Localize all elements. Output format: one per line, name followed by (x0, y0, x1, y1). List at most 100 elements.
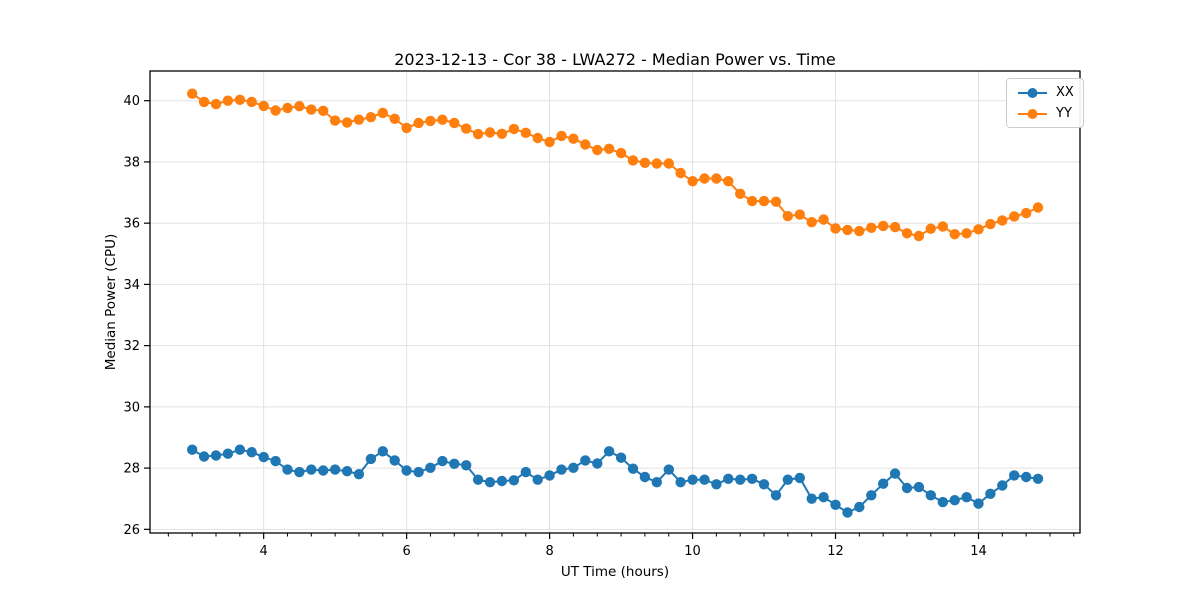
data-point (329, 115, 341, 126)
data-point (496, 475, 508, 487)
data-point (735, 474, 746, 485)
data-point (377, 446, 388, 457)
data-point (246, 96, 257, 108)
data-point (353, 114, 365, 125)
legend-label-xx: XX (1056, 85, 1074, 100)
data-point (425, 462, 436, 473)
data-point (913, 230, 925, 242)
data-point (389, 113, 400, 125)
data-point (949, 229, 960, 240)
data-point (318, 105, 329, 117)
data-point (663, 158, 674, 169)
data-point (830, 499, 841, 510)
data-point (985, 488, 996, 499)
data-point (449, 117, 460, 129)
x-tick-label: 6 (402, 544, 410, 559)
data-point (842, 224, 853, 236)
y-tick-label: 40 (123, 94, 140, 109)
data-point (341, 466, 353, 477)
legend-line-marker-icon (1018, 108, 1047, 119)
data-point (603, 446, 615, 457)
data-point (889, 221, 901, 233)
data-point (365, 112, 377, 123)
axis-ticks (144, 100, 1075, 539)
data-point (484, 477, 496, 488)
data-point (449, 458, 460, 469)
data-point (520, 466, 531, 478)
data-point (687, 474, 698, 485)
data-point (878, 220, 889, 232)
data-point (437, 455, 448, 467)
data-point (1032, 473, 1044, 484)
data-point (806, 493, 817, 504)
data-point (1020, 207, 1032, 219)
data-point (270, 455, 281, 467)
data-point (1032, 202, 1044, 213)
chart-title: 2023-12-13 - Cor 38 - LWA272 - Median Po… (394, 50, 836, 69)
data-point (437, 114, 448, 125)
data-point (901, 482, 913, 494)
data-point (866, 222, 877, 233)
data-point (556, 464, 567, 475)
data-point (282, 464, 293, 475)
data-point (985, 218, 996, 230)
gridlines (150, 71, 1080, 533)
legend-item-yy: YY (1016, 105, 1074, 122)
data-point (496, 128, 508, 139)
data-point (258, 100, 269, 112)
data-point (794, 472, 805, 484)
data-point (794, 209, 805, 220)
data-point (699, 474, 710, 485)
data-point (1020, 471, 1032, 483)
data-point (663, 464, 674, 475)
data-point (592, 144, 603, 156)
data-point (639, 157, 651, 168)
data-point (401, 122, 412, 134)
x-tick-label: 14 (970, 544, 987, 559)
data-point (258, 451, 269, 463)
data-point (949, 495, 960, 506)
x-tick-label: 12 (827, 544, 844, 559)
data-point (925, 490, 936, 501)
data-point (580, 455, 591, 466)
y-tick-label: 38 (123, 155, 140, 170)
data-point (806, 217, 817, 228)
data-point (472, 474, 484, 485)
series-line (191, 448, 1039, 514)
data-point (544, 470, 555, 481)
data-point (187, 444, 198, 455)
data-point (973, 498, 984, 509)
data-point (937, 496, 948, 508)
data-point (568, 133, 579, 144)
data-point (329, 464, 341, 475)
data-point (770, 490, 782, 501)
data-point (961, 492, 972, 503)
x-axis-label: UT Time (hours) (560, 564, 670, 580)
data-point (615, 147, 627, 159)
data-point (651, 477, 662, 488)
data-point (711, 173, 722, 184)
x-tick-label: 8 (545, 544, 553, 559)
data-point (532, 474, 543, 485)
x-tick-label: 10 (684, 544, 701, 559)
data-point (723, 176, 734, 187)
data-point (568, 462, 579, 473)
legend-line-marker-icon (1018, 87, 1047, 98)
data-point (270, 105, 281, 116)
data-point (508, 123, 520, 135)
data-point (830, 223, 841, 234)
series-yy (187, 88, 1044, 242)
data-point (294, 466, 305, 478)
data-point (401, 465, 412, 476)
data-point (723, 473, 734, 484)
y-tick-label: 28 (123, 462, 140, 477)
data-point (377, 107, 388, 119)
data-point (770, 196, 782, 207)
data-point (735, 188, 746, 199)
data-point (997, 480, 1008, 491)
data-point (234, 94, 246, 106)
data-point (472, 128, 484, 140)
data-point (234, 444, 246, 455)
data-point (222, 95, 234, 106)
